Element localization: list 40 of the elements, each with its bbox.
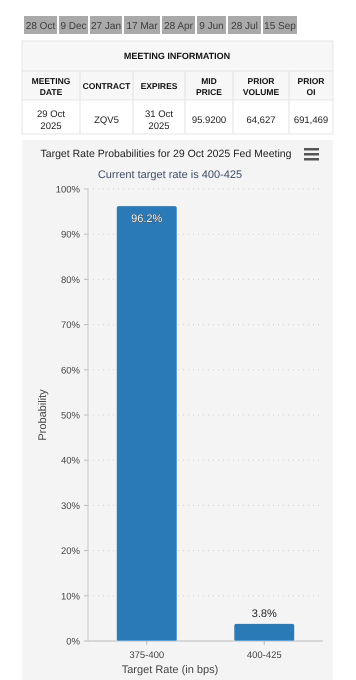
x-tick-label: 400-425: [246, 650, 282, 661]
y-tick-label: 0%: [66, 636, 81, 648]
text: MEETING INFORMATION: [124, 51, 230, 61]
y-tick-label: 30%: [60, 500, 81, 512]
text: 27 Jan: [90, 21, 122, 32]
y-tick-label: 40%: [60, 456, 81, 467]
chart-subtitle: Current target rate is 400-425: [98, 169, 242, 181]
text: 31 Oct 2025: [145, 109, 174, 132]
text: 17 Mar: [126, 21, 158, 32]
text: 28 Oct: [26, 21, 56, 32]
chart-title: Target Rate Probabilities for 29 Oct 2025 Fed Meeting: [40, 148, 292, 160]
y-tick-label: 80%: [60, 274, 81, 286]
text: PRIOR VOLUME: [242, 76, 280, 97]
text: 64,627: [246, 115, 276, 126]
y-tick-label: 70%: [60, 320, 81, 332]
text: 9 Dec: [60, 21, 87, 32]
data-label: 3.8%: [252, 608, 277, 620]
text: 29 Oct 2025: [37, 109, 66, 132]
text: CONTRACT: [82, 81, 132, 91]
y-tick-label: 100%: [56, 184, 81, 196]
text: EXPIRES: [140, 81, 178, 91]
text: ZQV5: [94, 115, 119, 126]
text: 15 Sep: [264, 21, 296, 32]
y-tick-label: 50%: [60, 410, 81, 422]
text: 691,469: [294, 115, 328, 126]
data-label: 96.2%: [131, 213, 163, 226]
text: 9 Jun: [199, 21, 224, 32]
y-tick-label: 60%: [60, 365, 81, 376]
x-axis-title: Target Rate (in bps): [122, 664, 218, 676]
y-axis-title: Probability: [37, 388, 49, 441]
text: 28 Jul: [231, 21, 258, 32]
text: MID PRICE: [196, 76, 222, 97]
text: 28 Apr: [164, 21, 194, 32]
x-tick-label: 375-400: [129, 650, 164, 661]
y-tick-label: 20%: [60, 546, 81, 558]
y-tick-label: 10%: [60, 591, 81, 602]
y-tick-label: 90%: [60, 230, 81, 241]
text: PRIOR OI: [298, 76, 324, 97]
text: 95.9200: [192, 115, 226, 126]
text: MEETING DATE: [32, 76, 71, 97]
